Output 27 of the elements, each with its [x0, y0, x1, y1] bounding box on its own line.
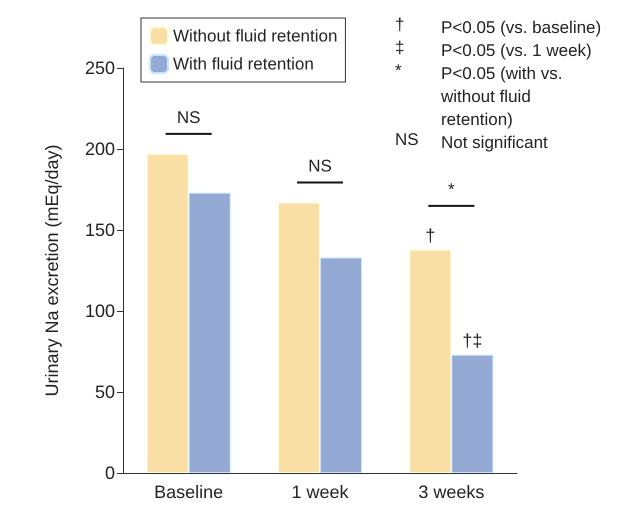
x-tick-label: 1 week — [291, 482, 350, 502]
x-tick-label: 3 weeks — [418, 482, 484, 502]
data-label: † — [425, 225, 436, 246]
text: † P<0.05 (vs. baseline) — [395, 15, 602, 37]
text: NS Not significant — [395, 130, 548, 152]
text: * P<0.05 (with vs. without fluid retention) — [395, 61, 562, 129]
bar — [320, 258, 362, 473]
text: ‡ P<0.05 (vs. 1 week) — [395, 38, 592, 60]
bar — [451, 354, 494, 473]
y-tick-label: 0 — [104, 463, 115, 483]
y-tick-label: 150 — [84, 220, 115, 240]
legend-label: Without fluid retention — [173, 26, 338, 46]
bar — [146, 154, 189, 473]
bar — [188, 192, 231, 473]
y-axis-title: Urinary Na excretion (mEq/day) — [42, 144, 62, 397]
y-tick-label: 100 — [84, 301, 115, 321]
legend-label: With fluid retention — [173, 54, 314, 74]
annotation: * — [448, 180, 456, 199]
y-tick-label: 250 — [84, 58, 115, 78]
bar — [409, 249, 452, 473]
y-tick-label: 50 — [94, 382, 115, 402]
annotation: NS — [308, 156, 332, 176]
annotation: NS — [176, 108, 200, 127]
y-tick-label: 200 — [84, 139, 115, 159]
bar — [278, 202, 320, 473]
x-tick-label: Baseline — [154, 482, 224, 502]
data-label: †‡ — [462, 330, 482, 351]
